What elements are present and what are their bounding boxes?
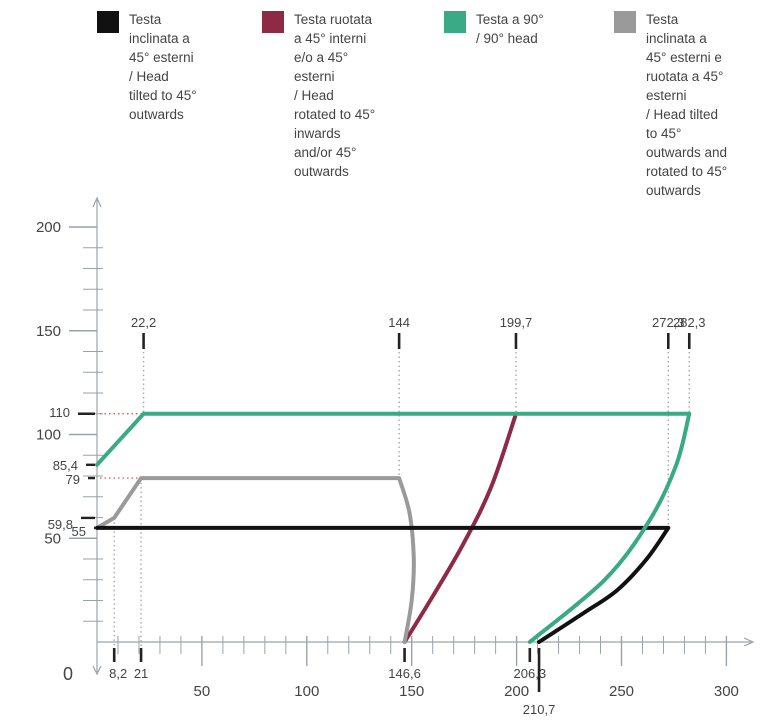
y-tick-label: 100 xyxy=(36,427,61,444)
x-tick-label: 200 xyxy=(504,683,529,700)
legend-swatch xyxy=(444,11,466,33)
y-axis-down-arrow xyxy=(92,665,102,676)
top-annotation-label: 282,3 xyxy=(673,315,706,330)
legend-label: Testa inclinata a 45° esterni / Head til… xyxy=(129,12,197,122)
left-annotation-label: 55 xyxy=(72,524,86,539)
y-tick-label: 50 xyxy=(44,530,61,547)
legend-item-grey: Testa inclinata a 45° esterni e ruotata … xyxy=(614,10,727,200)
bottom-annotation-label: 8,2 xyxy=(109,666,127,681)
x-axis-arrow xyxy=(743,637,755,647)
bottom-annotation-label: 21 xyxy=(134,666,148,681)
bottom-annotation-label: 146,6 xyxy=(388,666,421,681)
series-line-black xyxy=(95,525,671,644)
bottom-annotation-label: 206,3 xyxy=(514,666,547,681)
x-tick-label: 100 xyxy=(294,683,319,700)
y-tick-label: 150 xyxy=(36,323,61,340)
origin-label: 0 xyxy=(63,664,73,684)
top-annotation-label: 144 xyxy=(388,315,410,330)
series-line-green xyxy=(95,411,692,644)
x-tick-label: 250 xyxy=(609,683,634,700)
top-annotation-label: 22,2 xyxy=(131,315,156,330)
legend-item-purple: Testa ruotata a 45° interni e/o a 45° es… xyxy=(262,10,375,181)
top-annotation-label: 272,3 xyxy=(652,315,685,330)
x-tick-label: 300 xyxy=(714,683,739,700)
legend-swatch xyxy=(97,11,119,33)
left-annotation-label: 79 xyxy=(66,472,80,487)
legend-label: Testa inclinata a 45° esterni e ruotata … xyxy=(646,12,728,198)
series-line-purple xyxy=(402,411,518,644)
y-tick-label: 200 xyxy=(36,219,61,236)
y-axis-arrow xyxy=(92,196,102,208)
legend-item-green: Testa a 90° / 90° head xyxy=(444,10,544,48)
legend-label: Testa a 90° / 90° head xyxy=(476,12,544,46)
left-annotation-label: 85,4 xyxy=(53,458,78,473)
left-annotation-label: 59,8 xyxy=(48,517,73,532)
left-annotation-label: 110 xyxy=(49,405,70,420)
legend-label: Testa ruotata a 45° interni e/o a 45° es… xyxy=(294,12,376,179)
bottom-annotation-label: 210,7 xyxy=(523,702,556,717)
x-tick-label: 50 xyxy=(194,683,211,700)
top-annotation-label: 199,7 xyxy=(500,315,533,330)
legend-swatch xyxy=(262,11,284,33)
series-line-grey xyxy=(95,476,416,644)
x-tick-label: 150 xyxy=(399,683,424,700)
legend-item-black: Testa inclinata a 45° esterni / Head til… xyxy=(97,10,197,124)
legend-swatch xyxy=(614,11,636,33)
